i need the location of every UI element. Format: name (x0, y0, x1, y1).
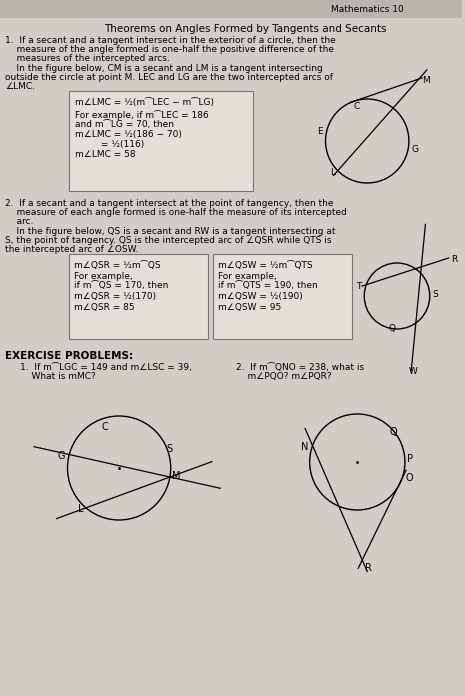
FancyBboxPatch shape (69, 91, 253, 191)
Text: For example, if m⁀LEC = 186: For example, if m⁀LEC = 186 (75, 110, 209, 120)
Text: if m⁀QS = 170, then: if m⁀QS = 170, then (74, 281, 169, 290)
Text: measure of each angle formed is one-half the measure of its intercepted: measure of each angle formed is one-half… (5, 208, 347, 217)
Text: 2.  If a secant and a tangent intersect at the point of tangency, then the: 2. If a secant and a tangent intersect a… (5, 199, 333, 208)
Text: C: C (102, 422, 108, 432)
Text: What is mMC?: What is mMC? (20, 372, 96, 381)
Text: measure of the angle formed is one-half the positive difference of the: measure of the angle formed is one-half … (5, 45, 334, 54)
Text: m∠QSW = 95: m∠QSW = 95 (219, 303, 282, 312)
Text: m∠QSR = 85: m∠QSR = 85 (74, 303, 135, 312)
Text: S: S (167, 444, 173, 454)
Text: O: O (405, 473, 412, 484)
Text: Theorems on Angles Formed by Tangents and Secants: Theorems on Angles Formed by Tangents an… (104, 24, 387, 34)
Text: m∠QSR = ½m⁀QS: m∠QSR = ½m⁀QS (74, 261, 161, 270)
Text: For example,: For example, (74, 272, 133, 281)
Text: R: R (452, 255, 458, 264)
Text: G: G (411, 145, 418, 155)
Text: In the figure below, CM is a secant and LM is a tangent intersecting: In the figure below, CM is a secant and … (5, 64, 323, 73)
Text: arc.: arc. (5, 217, 33, 226)
Text: T: T (356, 282, 362, 291)
Text: 1.  If m⁀LGC = 149 and m∠LSC = 39,: 1. If m⁀LGC = 149 and m∠LSC = 39, (20, 363, 192, 372)
FancyBboxPatch shape (69, 254, 208, 339)
Text: R: R (365, 563, 372, 573)
FancyBboxPatch shape (213, 254, 352, 339)
Text: = ½(116): = ½(116) (75, 140, 145, 149)
Text: C: C (353, 102, 360, 111)
Text: EXERCISE PROBLEMS:: EXERCISE PROBLEMS: (5, 351, 133, 361)
Text: outside the circle at point M. LEC and LG are the two intercepted arcs of: outside the circle at point M. LEC and L… (5, 73, 333, 82)
Text: Mathematics 10: Mathematics 10 (331, 4, 404, 13)
Text: Q: Q (390, 427, 398, 437)
Text: ∠LMC.: ∠LMC. (5, 82, 35, 91)
Text: m∠LMC = ½(m⁀LEC − m⁀LG): m∠LMC = ½(m⁀LEC − m⁀LG) (75, 98, 214, 107)
Text: Q: Q (388, 324, 395, 333)
Text: E: E (317, 127, 323, 136)
Text: m∠QSW = ½(190): m∠QSW = ½(190) (219, 292, 303, 301)
Text: 2.  If m⁀QNO = 238, what is: 2. If m⁀QNO = 238, what is (236, 363, 365, 372)
Text: the intercepted arc of ∠OSW.: the intercepted arc of ∠OSW. (5, 245, 138, 254)
Text: S, the point of tangency. QS is the intercepted arc of ∠QSR while QTS is: S, the point of tangency. QS is the inte… (5, 236, 332, 245)
Text: if m⁀QTS = 190, then: if m⁀QTS = 190, then (219, 281, 318, 290)
Text: m∠QSR = ½(170): m∠QSR = ½(170) (74, 292, 157, 301)
Text: 1.  If a secant and a tangent intersect in the exterior of a circle, then the: 1. If a secant and a tangent intersect i… (5, 36, 336, 45)
Text: For example,: For example, (219, 272, 277, 281)
Text: measures of the intercepted arcs.: measures of the intercepted arcs. (5, 54, 170, 63)
Text: L: L (78, 504, 84, 514)
Text: and m⁀LG = 70, then: and m⁀LG = 70, then (75, 120, 174, 129)
Text: S: S (432, 290, 438, 299)
Text: m∠LMC = ½(186 − 70): m∠LMC = ½(186 − 70) (75, 130, 182, 139)
Text: L: L (330, 168, 335, 177)
Text: N: N (300, 441, 308, 452)
Bar (0, 0, 461, 18)
Text: M: M (422, 76, 430, 85)
Text: G: G (57, 450, 65, 461)
Text: P: P (407, 454, 413, 464)
Text: m∠PQO? m∠PQR?: m∠PQO? m∠PQR? (236, 372, 332, 381)
Text: M: M (172, 471, 180, 481)
Text: In the figure below, QS is a secant and RW is a tangent intersecting at: In the figure below, QS is a secant and … (5, 227, 335, 236)
Text: m∠LMC = 58: m∠LMC = 58 (75, 150, 136, 159)
Text: W: W (409, 367, 418, 376)
Text: m∠QSW = ½m⁀QTS: m∠QSW = ½m⁀QTS (219, 261, 313, 270)
